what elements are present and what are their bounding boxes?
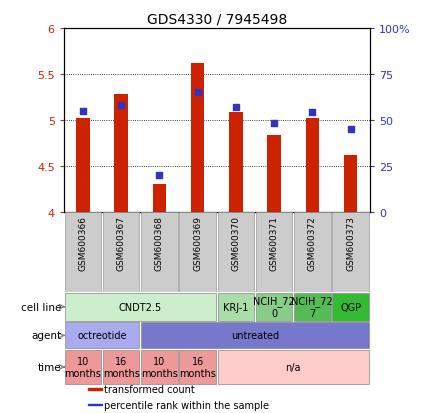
Bar <box>294 293 331 321</box>
Bar <box>88 404 102 406</box>
Bar <box>229 113 243 212</box>
Text: GSM600367: GSM600367 <box>116 215 126 270</box>
Bar <box>267 136 281 212</box>
Bar <box>294 212 331 292</box>
Text: CNDT2.5: CNDT2.5 <box>119 302 162 312</box>
Text: percentile rank within the sample: percentile rank within the sample <box>104 399 269 410</box>
Bar <box>332 212 369 292</box>
Title: GDS4330 / 7945498: GDS4330 / 7945498 <box>147 12 287 26</box>
Text: 16
months: 16 months <box>179 356 216 378</box>
Text: GSM600371: GSM600371 <box>269 215 279 270</box>
Text: transformed count: transformed count <box>104 384 195 394</box>
Bar <box>141 323 369 349</box>
Text: KRJ-1: KRJ-1 <box>223 302 249 312</box>
Bar <box>332 293 369 321</box>
Bar <box>256 212 292 292</box>
Bar <box>306 119 319 212</box>
Bar <box>65 293 216 321</box>
Bar <box>103 350 139 384</box>
Point <box>232 104 239 111</box>
Point <box>271 121 278 128</box>
Text: NCIH_72
7: NCIH_72 7 <box>292 296 333 318</box>
Point <box>79 108 86 115</box>
Bar <box>65 350 101 384</box>
Bar <box>256 293 292 321</box>
Text: 16
months: 16 months <box>103 356 139 378</box>
Point <box>309 110 316 116</box>
Text: GSM600366: GSM600366 <box>78 215 88 270</box>
Text: n/a: n/a <box>286 362 301 372</box>
Bar <box>218 212 254 292</box>
Bar <box>179 212 216 292</box>
Bar <box>218 293 254 321</box>
Bar <box>65 323 139 349</box>
Bar <box>88 388 102 390</box>
Text: cell line: cell line <box>21 302 61 312</box>
Bar <box>103 212 139 292</box>
Text: 10
months: 10 months <box>141 356 178 378</box>
Point <box>156 172 163 179</box>
Point <box>118 102 125 109</box>
Bar <box>344 155 357 212</box>
Bar <box>65 212 101 292</box>
Text: time: time <box>37 362 61 372</box>
Text: GSM600369: GSM600369 <box>193 215 202 270</box>
Text: untreated: untreated <box>231 331 279 341</box>
Text: GSM600373: GSM600373 <box>346 215 355 270</box>
Text: agent: agent <box>31 331 61 341</box>
Bar <box>76 119 90 212</box>
Text: GSM600368: GSM600368 <box>155 215 164 270</box>
Text: QGP: QGP <box>340 302 361 312</box>
Point <box>347 126 354 133</box>
Bar <box>114 95 128 212</box>
Bar <box>191 64 204 212</box>
Text: 10
months: 10 months <box>65 356 101 378</box>
Bar <box>141 350 178 384</box>
Bar <box>141 212 178 292</box>
Bar <box>153 185 166 212</box>
Text: GSM600370: GSM600370 <box>231 215 241 270</box>
Point <box>194 90 201 96</box>
Bar <box>218 350 369 384</box>
Bar <box>179 350 216 384</box>
Text: octreotide: octreotide <box>77 331 127 341</box>
Text: NCIH_72
0: NCIH_72 0 <box>253 296 295 318</box>
Text: GSM600372: GSM600372 <box>308 215 317 270</box>
